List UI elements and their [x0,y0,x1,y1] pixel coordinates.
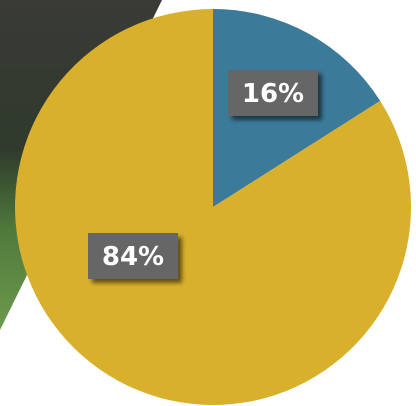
pie-labels: 16% 84% [88,70,318,279]
label-box [228,70,318,116]
data-label: 16% [242,79,304,109]
label-box [88,233,178,279]
data-label: 84% [102,242,164,272]
pie [15,9,412,405]
pie-slice [15,9,412,405]
